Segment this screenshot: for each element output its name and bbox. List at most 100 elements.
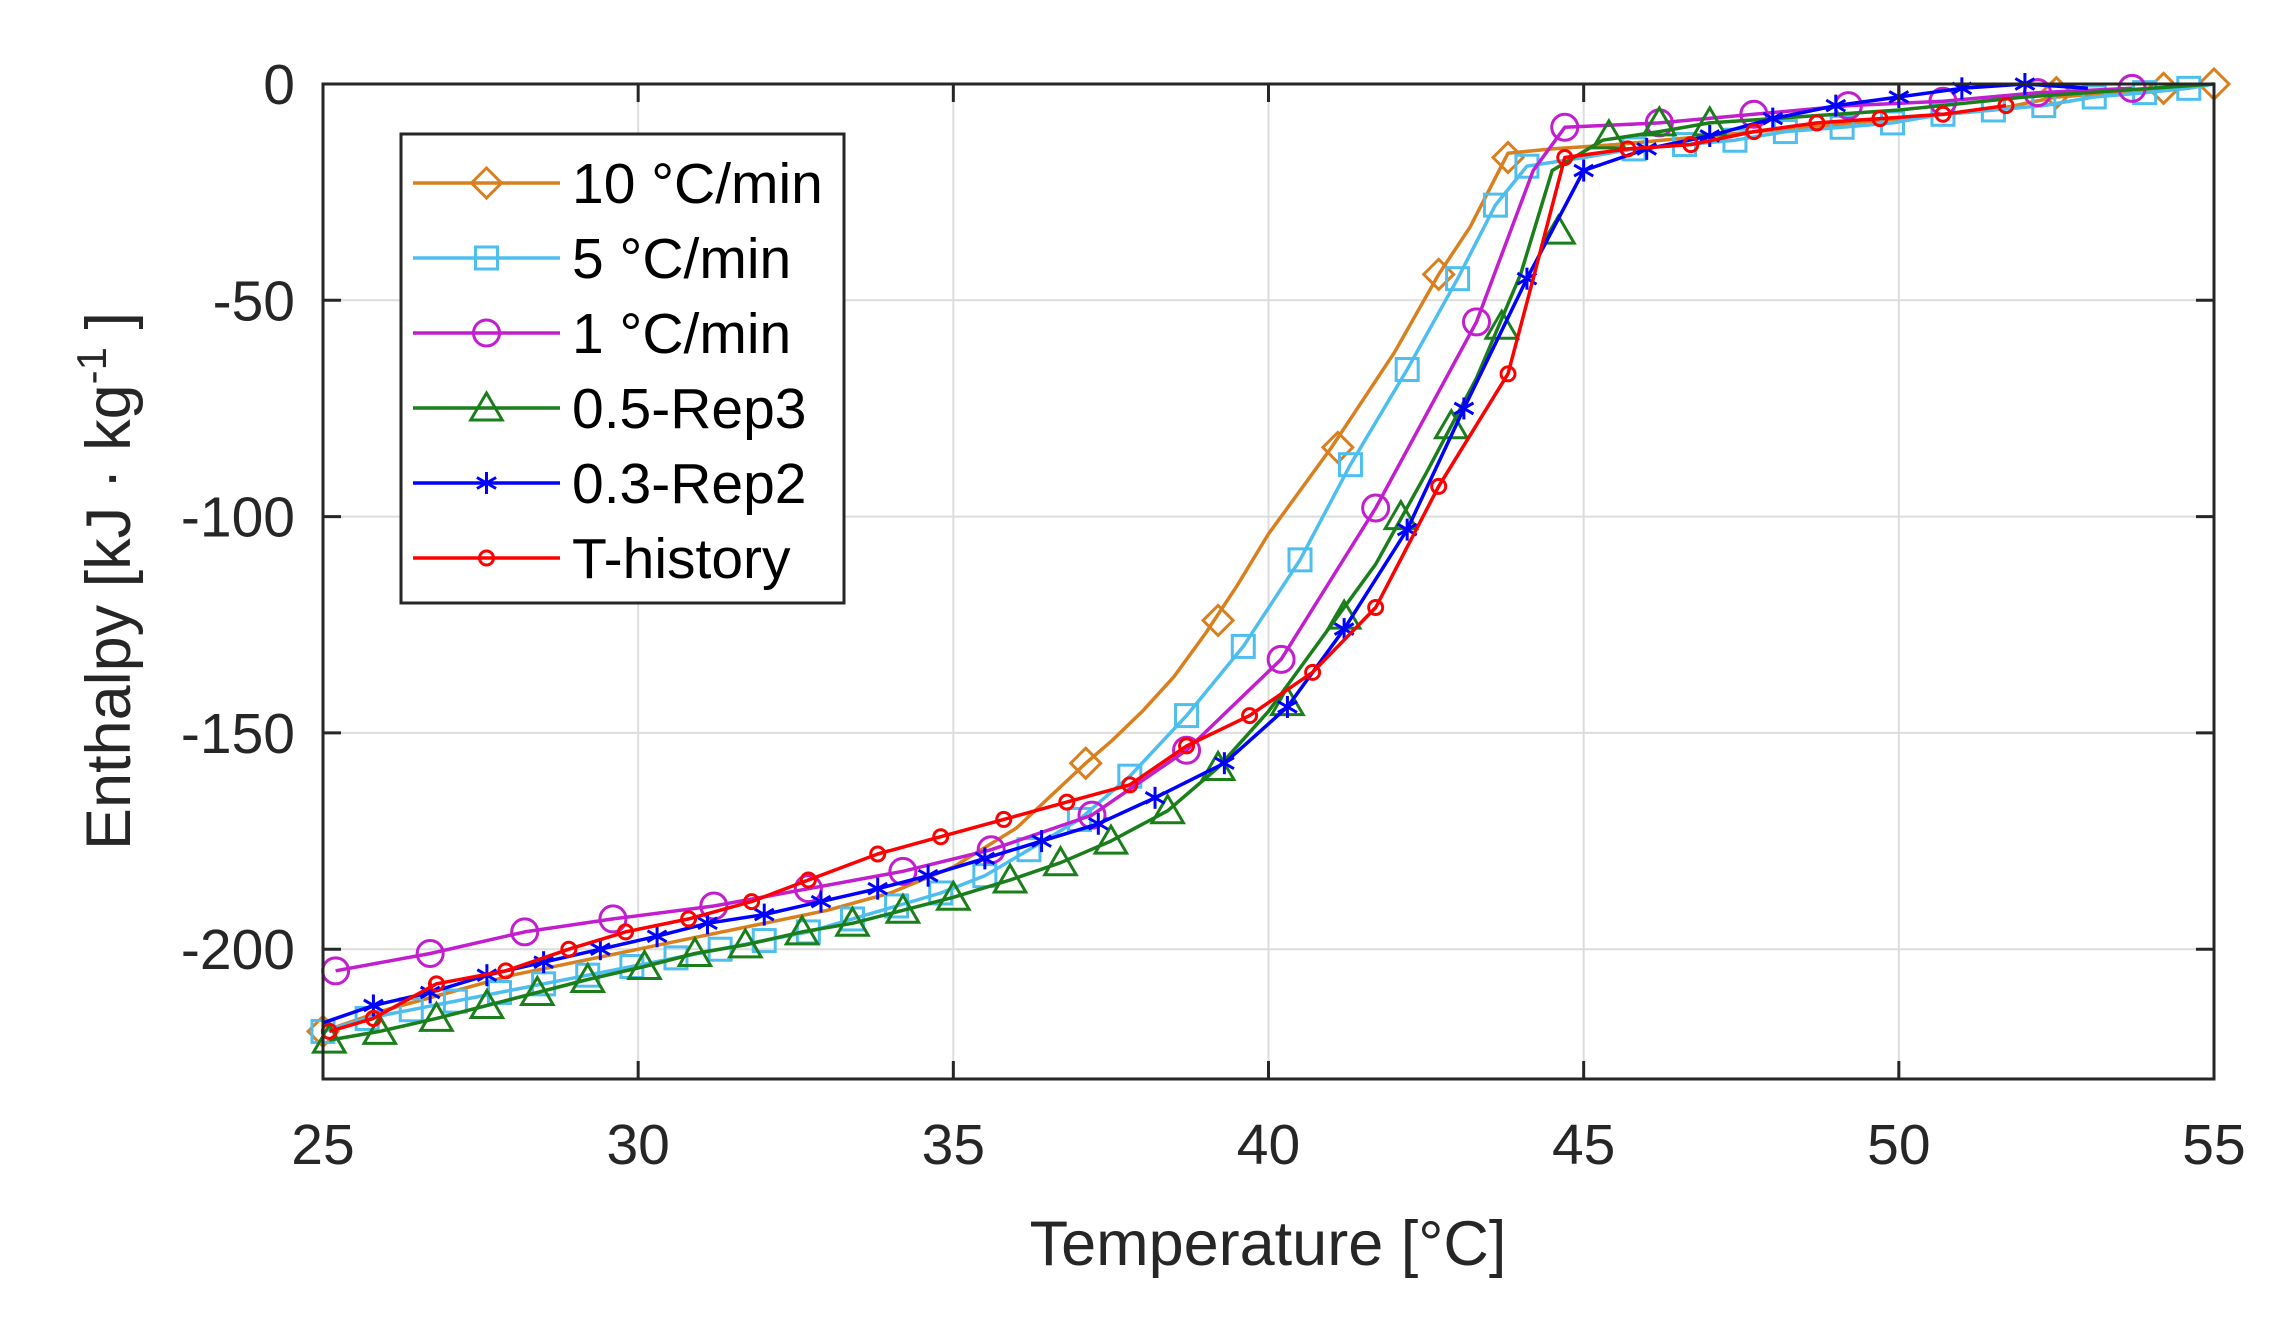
data-point-dot: [1682, 136, 1700, 154]
data-point-diamond: [1320, 430, 1355, 465]
data-point-triangle: [418, 1000, 455, 1032]
data-point-dot: [995, 810, 1013, 828]
data-point-triangle: [934, 879, 972, 911]
data-point-dot: [743, 893, 761, 911]
y-tick-label: -50: [213, 269, 295, 333]
data-point-triangle: [1042, 844, 1079, 877]
star-stroke: [974, 851, 996, 866]
star-stroke: [1214, 756, 1235, 770]
data-point-square: [1337, 452, 1363, 478]
y-tick-label: -100: [181, 486, 295, 550]
legend-entry: 0.5-Rep3: [413, 377, 807, 441]
data-point-triangle: [676, 935, 714, 968]
x-tick-label: 45: [1552, 1113, 1615, 1177]
legend-entry: 5 °C/min: [413, 227, 791, 291]
legend-entry: 1 °C/min: [413, 302, 791, 366]
data-point-triangle: [1149, 792, 1187, 825]
y-axis-label-close: ]: [74, 312, 144, 347]
data-point-star: [1762, 107, 1784, 130]
data-point-star: [810, 890, 832, 913]
data-point-star: [476, 472, 497, 494]
star-stroke: [476, 476, 497, 490]
data-point-dot: [932, 828, 950, 846]
star-stroke: [419, 985, 441, 1000]
data-point-dot: [1745, 123, 1763, 141]
data-point-triangle: [626, 948, 663, 981]
star-stroke: [1396, 522, 1418, 537]
data-point-circle: [598, 904, 628, 934]
data-point-dot: [799, 871, 817, 889]
data-point-dot: [869, 845, 887, 863]
data-point-star: [1825, 94, 1847, 117]
legend-entry: T-history: [413, 527, 791, 591]
y-tick-label: -150: [181, 702, 295, 766]
data-point-square: [2081, 84, 2107, 110]
data-point-star: [753, 903, 775, 926]
data-point-triangle: [726, 926, 764, 959]
series-line: [322, 82, 2215, 1034]
data-point-dot: [1241, 707, 1259, 725]
data-point-circle: [888, 856, 918, 886]
star-stroke: [917, 868, 939, 883]
y-axis-label-main: Enthalpy [kJ · kg: [74, 384, 144, 850]
star-stroke: [1087, 816, 1109, 831]
data-point-dot: [560, 940, 578, 958]
data-point-star: [974, 847, 996, 870]
data-point-star: [1087, 812, 1109, 835]
data-point-diamond: [1068, 746, 1103, 781]
data-point-star: [590, 938, 611, 961]
data-point-triangle: [783, 913, 821, 946]
data-point-star: [1214, 752, 1235, 775]
data-point-square: [707, 936, 733, 962]
data-point-circle: [1266, 644, 1296, 674]
star-stroke: [810, 894, 832, 909]
data-point-triangle: [361, 1013, 399, 1045]
data-point-dot: [1121, 776, 1139, 794]
data-point-square: [1482, 192, 1508, 218]
series-layer: [305, 66, 2232, 1054]
data-point-triangle: [991, 862, 1029, 894]
data-point-diamond: [1421, 257, 1456, 292]
star-stroke: [697, 916, 718, 931]
y-axis-label: Enthalpy [kJ · kg-1 ]: [68, 312, 144, 850]
star-stroke: [1453, 401, 1475, 416]
data-point-dot: [1997, 97, 2015, 115]
data-point-dot: [1808, 114, 1826, 132]
data-point-star: [646, 925, 668, 948]
data-point-dot: [617, 923, 635, 941]
data-point-star: [697, 912, 718, 935]
legend-box: [399, 132, 846, 605]
data-point-circle: [1172, 735, 1202, 765]
data-point-square: [1772, 119, 1798, 145]
legend-label: 0.5-Rep3: [572, 377, 807, 441]
legend: 10 °C/min 5 °C/min 1 °C/min 0.5-Rep3 0.3-Rep…: [399, 132, 846, 605]
star-stroke: [1699, 129, 1721, 143]
data-point-dot: [364, 1009, 382, 1027]
series-0-3-rep2: [322, 73, 2089, 1025]
data-point-circle: [1550, 112, 1580, 142]
data-point-dot: [1058, 793, 1076, 811]
data-point-triangle: [468, 390, 505, 422]
series-line: [328, 103, 2007, 1034]
data-point-dot: [427, 975, 445, 993]
legend-label: T-history: [572, 527, 791, 591]
data-point-dot: [1367, 598, 1385, 616]
data-point-triangle: [1483, 308, 1521, 340]
data-point-dot: [1934, 105, 1952, 123]
data-point-triangle: [1382, 498, 1420, 531]
data-point-triangle: [569, 961, 607, 993]
star-stroke: [590, 942, 611, 957]
data-point-diamond: [1200, 603, 1236, 638]
data-point-diamond: [1490, 140, 1526, 175]
x-tick-label: 25: [291, 1113, 354, 1177]
star-stroke: [1825, 98, 1847, 113]
data-point-triangle: [518, 974, 556, 1006]
data-point-dot: [1430, 477, 1448, 495]
series-0-5-rep3: [310, 82, 2215, 1054]
star-stroke: [1573, 163, 1594, 178]
data-point-square: [1394, 357, 1420, 383]
legend-label: 10 °C/min: [572, 152, 823, 216]
data-point-circle: [510, 917, 540, 947]
legend-entry: 10 °C/min: [413, 152, 823, 216]
data-point-triangle: [834, 905, 871, 937]
